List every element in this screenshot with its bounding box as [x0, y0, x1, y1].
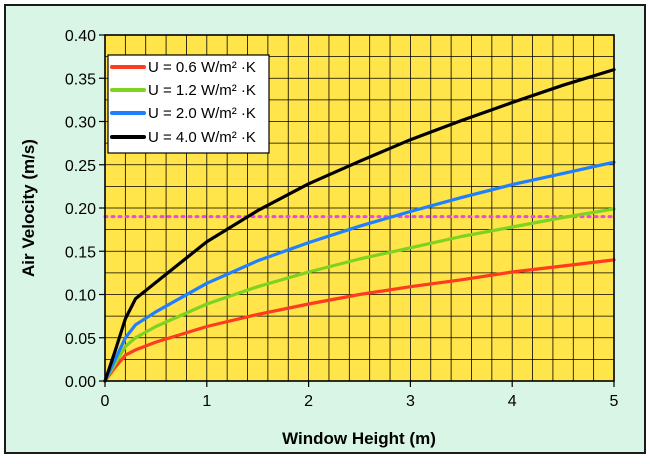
legend-label: U = 2.0 W/m² ·K: [148, 105, 256, 122]
x-tick-label: 5: [610, 393, 619, 410]
x-tick-label: 4: [508, 393, 517, 410]
legend-entry: U = 2.0 W/m² ·K: [110, 105, 256, 122]
x-tick-label: 1: [202, 393, 211, 410]
y-tick-label: 0.25: [65, 158, 96, 175]
series-line: [103, 160, 616, 383]
y-axis-title: Air Velocity (m/s): [19, 139, 38, 277]
x-tick-label: 2: [304, 393, 313, 410]
legend: U = 0.6 W/m² ·K U = 1.2 W/m² ·K U = 2.0 …: [107, 54, 270, 154]
series-line: [103, 258, 616, 383]
legend-label: U = 4.0 W/m² ·K: [148, 129, 256, 146]
x-tick-labels: 0 1 2 3 4 5: [101, 381, 619, 410]
series-line: [103, 68, 616, 383]
x-tick-label: 0: [101, 393, 110, 410]
series-group: [103, 68, 616, 383]
legend-entry: U = 0.6 W/m² ·K: [110, 59, 256, 76]
x-tick-label: 3: [406, 393, 415, 410]
series-line: [103, 207, 616, 383]
legend-label: U = 1.2 W/m² ·K: [148, 82, 256, 99]
y-tick-labels: 0.00 0.05 0.10 0.15 0.20 0.25 0.30 0.35 0.40: [65, 28, 105, 391]
y-tick-label: 0.05: [65, 331, 96, 348]
y-tick-label: 0.10: [65, 288, 96, 305]
y-tick-label: 0.20: [65, 201, 96, 218]
x-axis-title: Window Height (m): [282, 429, 436, 448]
legend-label: U = 0.6 W/m² ·K: [148, 59, 256, 76]
legend-entry: U = 1.2 W/m² ·K: [110, 82, 256, 99]
y-tick-label: 0.35: [65, 71, 96, 88]
y-tick-label: 0.40: [65, 28, 96, 45]
y-tick-label: 0.15: [65, 244, 96, 261]
y-tick-label: 0.00: [65, 374, 96, 391]
legend-entry: U = 4.0 W/m² ·K: [110, 129, 256, 146]
y-tick-label: 0.30: [65, 115, 96, 132]
